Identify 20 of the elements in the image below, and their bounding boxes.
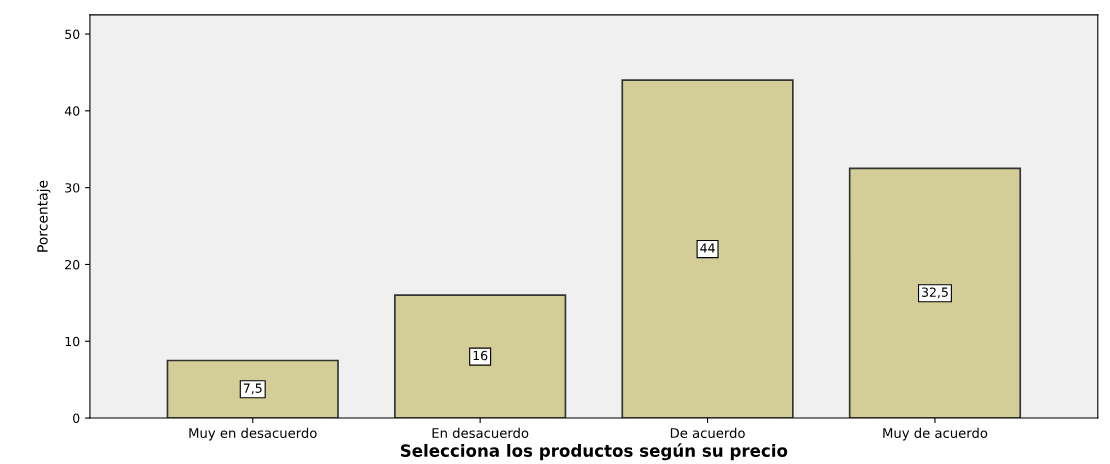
- x-tick-label: De acuerdo: [670, 427, 745, 438]
- x-tick-label: Muy en desacuerdo: [189, 427, 317, 441]
- y-tick-label: 10: [65, 336, 80, 347]
- y-axis-title: Porcentaje: [36, 180, 51, 252]
- y-tick-label: 20: [65, 259, 80, 270]
- data-label: 7,5: [243, 383, 262, 395]
- bar: [848, 167, 1022, 419]
- data-label: 16: [473, 350, 488, 361]
- x-tick-label: En desacuerdo: [432, 427, 529, 438]
- data-label: 32,5: [922, 287, 948, 299]
- y-tick-label: 0: [73, 413, 80, 423]
- y-tick-label: 30: [65, 183, 80, 193]
- y-tick-label: 40: [64, 106, 80, 116]
- bar: [166, 359, 339, 419]
- data-label: 44: [700, 243, 715, 253]
- x-tick-label: Muy de acuerdo: [883, 427, 988, 441]
- bar: [394, 294, 567, 419]
- bar: [621, 79, 794, 419]
- y-tick-label: 50: [65, 29, 80, 39]
- x-axis-title: Selecciona los productos según su precio: [400, 443, 788, 461]
